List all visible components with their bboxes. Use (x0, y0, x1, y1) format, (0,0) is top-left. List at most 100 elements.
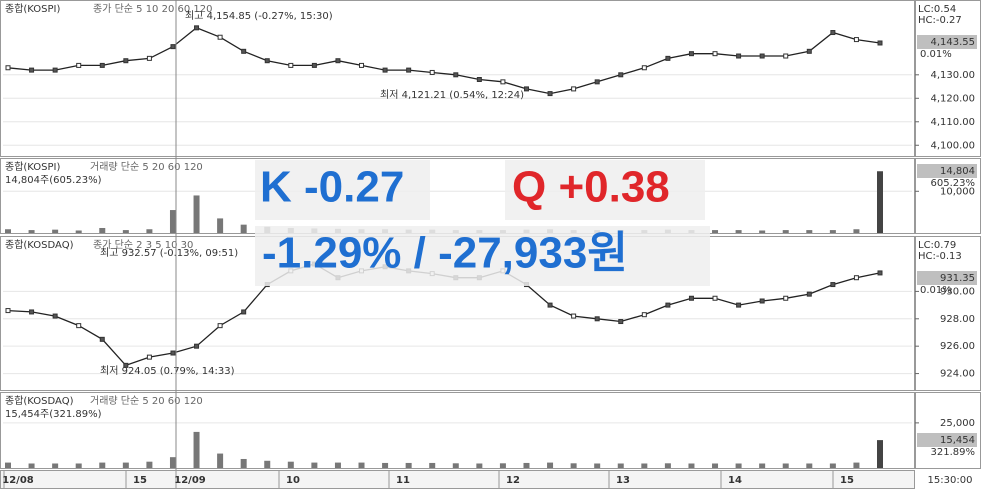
x-tick-label: 12 (506, 475, 520, 486)
volume-bar (499, 463, 506, 468)
volume-bar (641, 463, 648, 468)
candle (641, 65, 647, 71)
volume-bar (122, 462, 129, 468)
volume-bar (547, 462, 554, 468)
y-tick-label: 25,000 (940, 418, 975, 429)
volume-bar (688, 463, 695, 468)
panel-name: 종합(KOSPI) (5, 3, 61, 15)
panel-settings: 거래량 단순 5 20 60 120 (90, 161, 203, 173)
candle (241, 309, 247, 315)
volume-bar (193, 431, 200, 468)
overlay-box (255, 160, 430, 220)
candle (453, 72, 459, 78)
y-tick-label: 926.00 (940, 341, 975, 352)
volume-bar (334, 462, 341, 468)
volume-bar (75, 463, 82, 468)
panel-settings: 종가 단순 2 3 5 10 30 (93, 239, 193, 251)
candle (641, 312, 647, 318)
volume-bar (452, 463, 459, 468)
price-box (917, 35, 977, 49)
current-price: 4,143.55 (930, 37, 975, 48)
volume-bar (782, 463, 789, 468)
candle (736, 53, 742, 59)
candle (311, 62, 317, 68)
volume-bar (193, 195, 200, 233)
panel-frame (0, 0, 915, 157)
candle (5, 308, 11, 314)
candle (688, 51, 694, 57)
candle (170, 44, 176, 50)
candle (29, 309, 35, 315)
candle (618, 319, 624, 325)
volume-current: 14,804 (940, 166, 975, 177)
x-tick-label: 14 (728, 475, 742, 486)
volume-bar (75, 230, 82, 233)
candle (170, 350, 176, 356)
volume-bar (570, 463, 577, 468)
price-annotation: 최저 924.05 (0.79%, 14:33) (100, 365, 235, 377)
volume-bar (217, 218, 224, 233)
candle (146, 55, 152, 61)
axis-frame (915, 0, 981, 157)
candle (123, 58, 129, 64)
candle (382, 67, 388, 73)
volume-bar (99, 227, 106, 233)
readout: HC:-0.13 (918, 251, 962, 262)
volume-bar (405, 462, 412, 468)
volume-readout: 15,454주(321.89%) (5, 409, 102, 420)
axis-frame (915, 236, 981, 391)
volume-bar (240, 224, 247, 233)
volume-bar (617, 463, 624, 468)
readout: 0.01% (920, 285, 952, 296)
candle (759, 298, 765, 304)
candle (877, 270, 883, 276)
x-tick-label: 12/09 (174, 475, 206, 486)
volume-bar (782, 230, 789, 233)
volume-ratio: 605.23% (931, 178, 976, 189)
candle (594, 79, 600, 85)
candle (806, 291, 812, 297)
volume-bar (853, 229, 860, 233)
kosdaq-change: Q +0.38 (512, 163, 670, 212)
volume-bar (806, 463, 813, 468)
volume-bar (264, 460, 271, 468)
y-tick-label: 930.00 (940, 286, 975, 297)
candle (123, 362, 129, 368)
readout: LC:0.54 (918, 4, 956, 15)
candle (264, 58, 270, 64)
price-annotation: 최고 932.57 (-0.13%, 09:51) (100, 247, 238, 259)
candle (523, 86, 529, 92)
candle (99, 336, 105, 342)
kospi-change: K -0.27 (260, 163, 404, 212)
candle (806, 48, 812, 54)
axis-frame (915, 158, 981, 234)
candle (99, 62, 105, 68)
candle (476, 77, 482, 82)
y-tick-label: 4,100.00 (930, 140, 975, 151)
volume-bar (52, 229, 59, 233)
y-tick-label: 10,000 (940, 186, 975, 197)
y-tick-label: 4,120.00 (930, 93, 975, 104)
volume-bar (829, 230, 836, 233)
candle (877, 40, 883, 46)
volume-bar (735, 230, 742, 233)
overlay-box (255, 226, 710, 286)
volume-bar (217, 453, 224, 468)
volume-bar (806, 230, 813, 233)
volume-bar (594, 463, 601, 468)
volume-bar (759, 230, 766, 233)
panel-name: 종합(KOSDAQ) (5, 395, 74, 407)
candle (194, 343, 200, 349)
candle (76, 62, 82, 68)
volume-bar (146, 461, 153, 468)
readout: 0.01% (920, 49, 952, 60)
volume-bar (5, 229, 11, 233)
candle (783, 295, 789, 301)
volume-bar (52, 463, 59, 468)
volume-bar (712, 463, 719, 468)
panel-name: 종합(KOSPI) (5, 161, 61, 173)
candle (288, 62, 294, 68)
candle (688, 295, 694, 301)
candle (76, 323, 82, 329)
candle (5, 65, 11, 71)
